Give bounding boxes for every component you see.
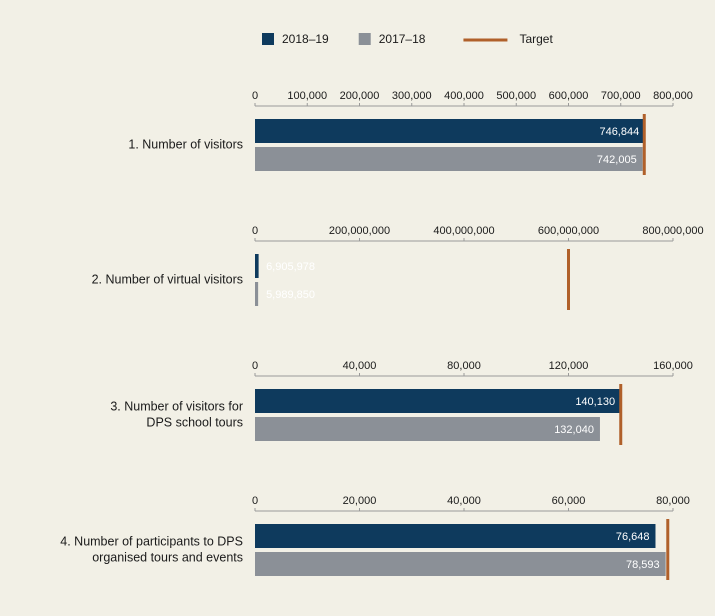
- category-label: 4. Number of participants to DPS: [60, 534, 243, 548]
- x-tick-label: 80,000: [447, 360, 481, 372]
- category-label: 1. Number of visitors: [128, 137, 243, 151]
- x-tick-label: 700,000: [601, 90, 641, 102]
- x-tick-label: 160,000: [653, 360, 693, 372]
- x-tick-label: 400,000,000: [433, 225, 494, 237]
- x-tick-label: 500,000: [496, 90, 536, 102]
- value-label: 5,989,850: [266, 289, 315, 301]
- x-tick-label: 80,000: [656, 495, 690, 507]
- legend-swatch: [358, 33, 371, 45]
- category-label: DPS school tours: [146, 415, 243, 429]
- x-tick-label: 600,000,000: [538, 225, 599, 237]
- x-tick-label: 120,000: [549, 360, 589, 372]
- category-label: organised tours and events: [92, 550, 243, 564]
- value-label: 746,844: [599, 126, 639, 138]
- legend-swatch: [262, 33, 274, 45]
- x-tick-label: 0: [252, 495, 258, 507]
- bar: [255, 282, 259, 306]
- x-tick-label: 20,000: [343, 495, 377, 507]
- bar: [255, 417, 600, 441]
- value-label: 132,040: [554, 424, 594, 436]
- x-tick-label: 300,000: [392, 90, 432, 102]
- x-tick-label: 200,000: [340, 90, 380, 102]
- x-tick-label: 0: [252, 225, 258, 237]
- x-tick-label: 400,000: [444, 90, 484, 102]
- bar: [255, 389, 622, 413]
- bar: [255, 119, 646, 143]
- x-tick-label: 200,000,000: [329, 225, 390, 237]
- value-label: 742,005: [597, 154, 637, 166]
- x-tick-label: 800,000,000: [642, 225, 703, 237]
- x-tick-label: 0: [252, 90, 258, 102]
- legend-label: Target: [519, 32, 553, 46]
- category-label: 2. Number of virtual visitors: [92, 272, 243, 286]
- bar: [255, 524, 656, 548]
- x-tick-label: 0: [252, 360, 258, 372]
- value-label: 78,593: [626, 559, 660, 571]
- x-tick-label: 100,000: [287, 90, 327, 102]
- x-tick-label: 60,000: [552, 495, 586, 507]
- legend-label: 2017–18: [379, 32, 426, 46]
- x-tick-label: 600,000: [549, 90, 589, 102]
- x-tick-label: 40,000: [343, 360, 377, 372]
- legend-label: 2018–19: [282, 32, 329, 46]
- bar: [255, 254, 259, 278]
- category-label: 3. Number of visitors for: [110, 399, 243, 413]
- value-label: 6,905,978: [266, 261, 315, 273]
- value-label: 76,648: [616, 531, 650, 543]
- x-tick-label: 40,000: [447, 495, 481, 507]
- bar: [255, 147, 643, 171]
- value-label: 140,130: [575, 396, 615, 408]
- bar: [255, 552, 666, 576]
- x-tick-label: 800,000: [653, 90, 693, 102]
